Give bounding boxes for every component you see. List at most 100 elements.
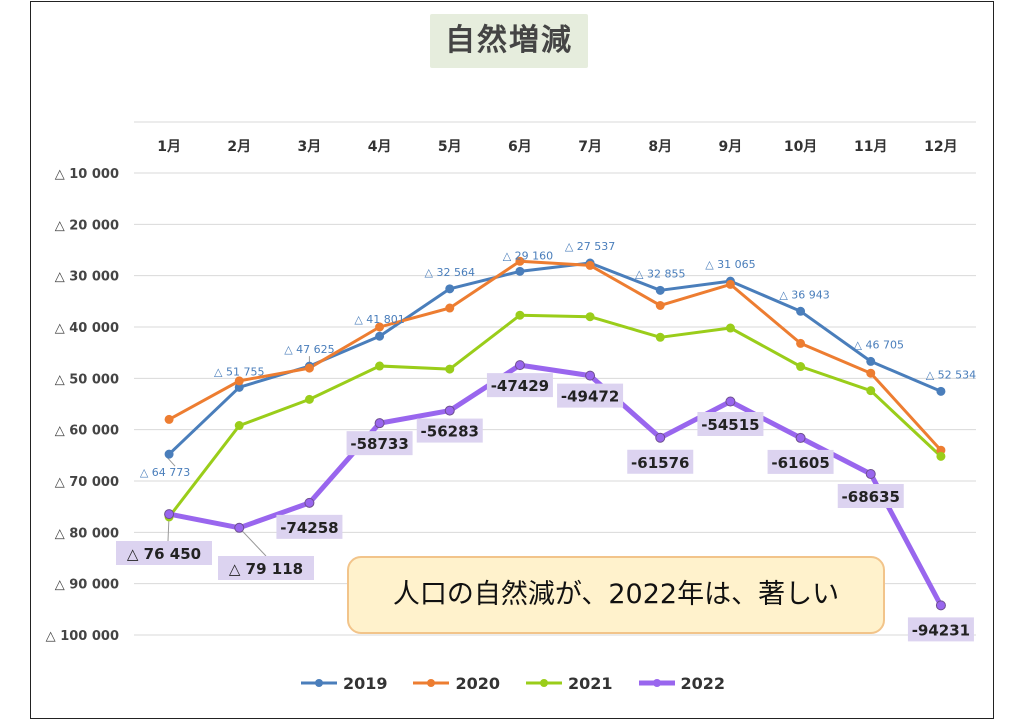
y-tick-label: △ 30 000	[55, 270, 119, 285]
legend-item-2020: 2020	[411, 673, 500, 693]
legend-swatch-2019	[300, 679, 337, 687]
data-point-2019	[164, 449, 174, 459]
data-label-box-2022	[627, 449, 694, 474]
x-tick-label: 4月	[368, 139, 392, 155]
data-label-2022: -74258	[280, 519, 338, 537]
y-tick-label: △ 20 000	[55, 218, 119, 233]
x-tick-label: 12月	[924, 139, 957, 155]
data-point-2019	[866, 356, 876, 366]
x-tick-label: 1月	[157, 139, 181, 155]
x-tick-label: 5月	[438, 139, 462, 155]
legend-item-2021: 2021	[524, 673, 613, 693]
data-point-2019	[796, 306, 806, 316]
data-point-2021	[725, 323, 735, 333]
data-point-2019	[515, 266, 525, 276]
data-point-2021	[515, 310, 525, 320]
y-tick-label: △ 70 000	[55, 475, 119, 490]
data-label-2019: △ 47 625	[284, 343, 334, 356]
data-label-2022: -49472	[561, 388, 619, 406]
data-point-2022	[374, 418, 385, 429]
data-point-2022	[514, 360, 525, 371]
legend-item-2022: 2022	[637, 673, 726, 693]
data-point-2022	[444, 405, 455, 416]
data-point-2021	[936, 451, 946, 461]
data-point-2022	[795, 432, 806, 443]
data-label-box-2022	[218, 556, 314, 580]
data-point-2021	[234, 421, 244, 431]
data-label-box-2022	[907, 617, 974, 642]
data-point-2022	[725, 396, 736, 407]
data-label-2022: -58733	[350, 435, 408, 453]
data-label-2022: -68635	[842, 488, 900, 506]
data-label-2019: △ 52 534	[926, 368, 976, 381]
series-line-2022	[168, 362, 944, 607]
legend-swatch-2021	[526, 679, 562, 687]
data-label-box-2022	[697, 412, 764, 436]
x-tick-label: 6月	[508, 139, 532, 155]
data-point-2021	[304, 394, 314, 404]
data-point-2020	[585, 260, 595, 270]
x-tick-label: 3月	[298, 139, 322, 155]
data-label-2019: △ 36 943	[779, 288, 829, 301]
data-label-box-2022	[486, 373, 553, 398]
legend-swatch-2020	[413, 679, 450, 687]
data-label-2019: △ 27 537	[565, 240, 615, 253]
data-point-2022	[304, 497, 315, 508]
data-label-box-2022	[116, 541, 212, 565]
legend-label: 2022	[680, 673, 726, 693]
data-point-2020	[515, 256, 525, 266]
data-point-2021	[866, 386, 876, 396]
data-point-2020	[796, 338, 806, 348]
legend: 2019 2020 2021 2022	[0, 672, 1024, 702]
x-tick-label: 2月	[227, 139, 251, 155]
data-label-box-2022	[557, 383, 624, 408]
x-tick-label: 8月	[648, 139, 672, 155]
data-label-box-2022	[767, 449, 834, 474]
data-point-2020	[164, 414, 174, 424]
data-point-2020	[375, 322, 385, 332]
data-point-2022	[865, 468, 876, 479]
data-point-2021	[375, 361, 385, 371]
data-point-2021	[585, 312, 595, 322]
data-label-box-2022	[416, 418, 483, 443]
data-label-2022: -61605	[771, 454, 829, 472]
data-label-2019: △ 32 855	[635, 267, 685, 280]
data-label-2022: -94231	[912, 621, 970, 639]
data-label-2022: -61576	[631, 454, 689, 472]
data-point-2022	[585, 370, 596, 381]
data-label-2022: △ 76 450	[127, 545, 201, 563]
data-point-2020	[655, 300, 665, 310]
data-point-2021	[655, 332, 665, 342]
data-label-box-2022	[276, 514, 343, 539]
data-point-2022	[655, 432, 666, 443]
data-label-2019: △ 32 564	[425, 266, 475, 279]
y-tick-label: △ 60 000	[55, 424, 119, 439]
y-tick-label: △ 80 000	[55, 526, 119, 541]
y-tick-label: △ 10 000	[55, 167, 119, 182]
data-label-box-2022	[837, 484, 904, 508]
data-point-2021	[796, 362, 806, 372]
data-point-2019	[375, 331, 385, 341]
legend-label: 2019	[342, 673, 388, 693]
data-label-2022: △ 79 118	[229, 560, 303, 578]
data-label-2019: △ 64 773	[140, 466, 190, 479]
data-point-2020	[866, 368, 876, 378]
data-label-2019: △ 41 801	[354, 313, 404, 326]
series-line-2020	[168, 259, 943, 452]
data-label-2019: △ 31 065	[705, 258, 755, 271]
y-tick-label: △ 40 000	[55, 321, 119, 336]
x-tick-label: 11月	[854, 139, 887, 155]
data-label-2022: -47429	[491, 377, 549, 395]
data-label-box-2022	[346, 431, 413, 456]
data-label-2019: △ 51 755	[214, 365, 264, 378]
data-point-2019	[445, 284, 455, 294]
data-point-2020	[304, 363, 314, 373]
series-line-2021	[167, 313, 942, 518]
y-tick-label: △ 90 000	[55, 578, 119, 593]
data-label-2022: -56283	[421, 423, 479, 441]
legend-item-2019: 2019	[299, 673, 388, 693]
annotation-callout: 人口の自然減が、2022年は、著しい	[347, 556, 885, 634]
legend-label: 2020	[455, 673, 500, 693]
leader-line	[238, 527, 267, 557]
